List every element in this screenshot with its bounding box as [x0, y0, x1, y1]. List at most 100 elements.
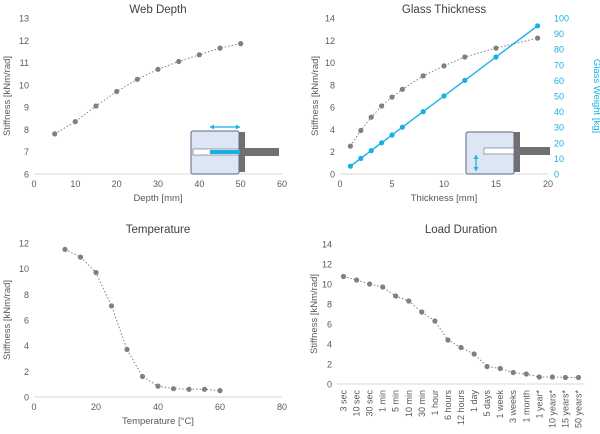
y-right-tick-label: 10: [554, 154, 564, 164]
x-category-label: 3 weeks: [508, 390, 518, 424]
y-right-axis-label: Glass Weight [kg]: [591, 59, 600, 133]
x-category-label: 30 min: [417, 390, 427, 417]
data-point: [367, 281, 373, 287]
chart-1: Web Depth 6 7 8 9 10 11 12 13 0 10 20 30 40 50 60 Depth …: [2, 4, 287, 204]
x-category-label: 5 min: [391, 390, 401, 412]
x-tick-label: 20: [112, 179, 122, 189]
data-point: [441, 93, 447, 99]
y-right-tick-label: 0: [554, 170, 559, 180]
x-category-label: 30 sec: [365, 390, 375, 417]
y-axis-label: Stiffness [kNm/rad]: [2, 56, 13, 136]
data-point: [458, 344, 464, 351]
y-right-tick-label: 40: [554, 107, 564, 117]
data-point: [393, 293, 399, 299]
y-tick-label: 2: [330, 147, 335, 157]
y-axis-label: Stiffness [kNm/rad]: [309, 274, 320, 354]
data-point: [462, 54, 468, 60]
y-tick-label: 10: [325, 58, 335, 68]
x-tick-label: 10: [439, 179, 449, 189]
web-depth-schematic: [190, 124, 279, 175]
y-tick-label: 7: [24, 147, 29, 157]
arrow-head: [473, 167, 479, 171]
data-point: [445, 337, 451, 343]
arrow-head: [236, 124, 240, 130]
chart-title: Temperature: [126, 224, 191, 236]
data-point: [368, 148, 374, 154]
y-tick-label: 8: [24, 290, 29, 300]
data-point: [549, 374, 556, 380]
y-tick-label: 0: [24, 393, 29, 403]
data-point: [379, 140, 385, 146]
data-point: [354, 277, 360, 283]
y-tick-label: 0: [330, 170, 335, 180]
y-tick-label: 14: [322, 240, 332, 250]
y-right-tick-label: 20: [554, 138, 564, 148]
data-point: [389, 132, 395, 138]
data-point: [368, 114, 374, 120]
x-category-label: 1 week: [495, 390, 505, 419]
x-category-label: 10 years*: [547, 390, 557, 429]
data-point: [484, 363, 490, 370]
data-point: [108, 303, 115, 309]
y-tick-label: 13: [19, 14, 29, 24]
chart-4: Load Duration 0 2 4 6 8 10 12 14 3 sec 10 sec 30 se…: [309, 224, 585, 428]
data-point: [471, 351, 477, 357]
y-tick-label: 6: [330, 103, 335, 113]
y-tick-label: 12: [325, 36, 335, 46]
data-point: [497, 365, 503, 372]
data-point: [432, 318, 438, 324]
x-category-label: 50 years*: [573, 390, 583, 429]
x-category-label: 1 month: [521, 390, 531, 423]
x-tick-label: 15: [491, 179, 501, 189]
data-point: [93, 103, 99, 109]
data-point: [176, 58, 182, 65]
chart-title: Glass Thickness: [402, 4, 486, 16]
y-tick-label: 4: [24, 341, 29, 351]
data-point: [493, 45, 499, 51]
data-point: [62, 246, 68, 252]
data-point: [575, 374, 582, 381]
y-tick-label: 9: [24, 103, 29, 113]
x-tick-label: 50: [236, 179, 246, 189]
x-tick-label: 80: [277, 402, 287, 412]
data-point: [535, 35, 541, 41]
y-tick-label: 8: [327, 300, 332, 310]
x-tick-label: 40: [153, 402, 163, 412]
data-point: [535, 23, 541, 29]
x-tick-label: 20: [543, 179, 553, 189]
x-category-label: 10 sec: [352, 390, 362, 417]
y-tick-label: 8: [24, 125, 29, 135]
data-point: [186, 386, 192, 392]
data-point: [358, 155, 364, 161]
data-point: [77, 254, 84, 260]
data-point: [72, 119, 78, 125]
data-point: [238, 41, 244, 47]
data-point: [441, 63, 447, 69]
series-line: [343, 276, 579, 378]
data-point: [420, 109, 426, 115]
y-tick-label: 10: [322, 280, 332, 290]
data-point: [134, 76, 140, 82]
y-tick-label: 12: [322, 260, 332, 270]
x-axis-label: Thickness [mm]: [411, 193, 478, 204]
x-tick-label: 0: [31, 179, 36, 189]
data-point: [380, 284, 386, 290]
web-slot: [483, 147, 515, 155]
y-tick-label: 2: [327, 360, 332, 370]
y-tick-label: 10: [19, 80, 29, 90]
data-point: [347, 143, 353, 149]
y-tick-label: 12: [19, 239, 29, 249]
y-right-tick-label: 60: [554, 76, 564, 86]
x-axis-label: Depth [mm]: [133, 193, 182, 204]
data-point: [493, 54, 499, 60]
y-tick-label: 6: [327, 320, 332, 330]
y-right-tick-label: 90: [554, 29, 564, 39]
chart-title: Load Duration: [425, 224, 497, 236]
x-tick-label: 40: [194, 179, 204, 189]
arrow-head: [473, 155, 479, 159]
y-tick-label: 4: [327, 340, 332, 350]
data-point: [196, 52, 202, 58]
data-point: [419, 309, 425, 315]
x-category-label: 10 min: [404, 390, 414, 417]
